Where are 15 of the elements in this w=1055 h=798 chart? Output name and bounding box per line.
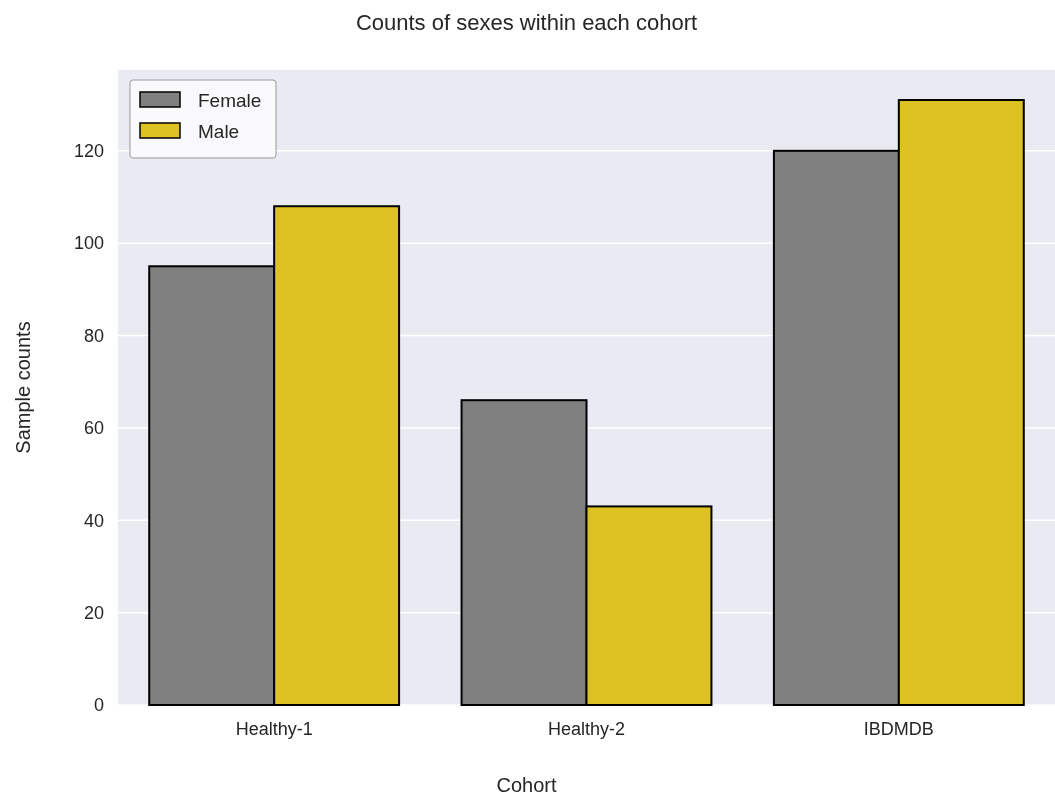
chart-title: Counts of sexes within each cohort bbox=[355, 10, 698, 35]
x-tick-label: IBDMDB bbox=[863, 719, 934, 739]
y-tick-label: 120 bbox=[73, 141, 104, 162]
legend-label: Male bbox=[198, 120, 240, 142]
y-tick-label: 60 bbox=[83, 418, 104, 439]
y-tick-label: 100 bbox=[73, 233, 104, 254]
y-tick-label: 40 bbox=[83, 510, 104, 531]
x-tick-label: Healthy-2 bbox=[547, 719, 626, 739]
y-tick-label: 20 bbox=[83, 602, 104, 623]
x-tick-label: Healthy-1 bbox=[235, 719, 313, 739]
y-axis-title: Sample counts bbox=[12, 321, 34, 454]
y-tick-label: 0 bbox=[93, 695, 104, 716]
legend-label: Female bbox=[198, 89, 262, 111]
x-axis-title: Cohort bbox=[496, 774, 557, 796]
y-tick-label: 80 bbox=[83, 325, 104, 346]
